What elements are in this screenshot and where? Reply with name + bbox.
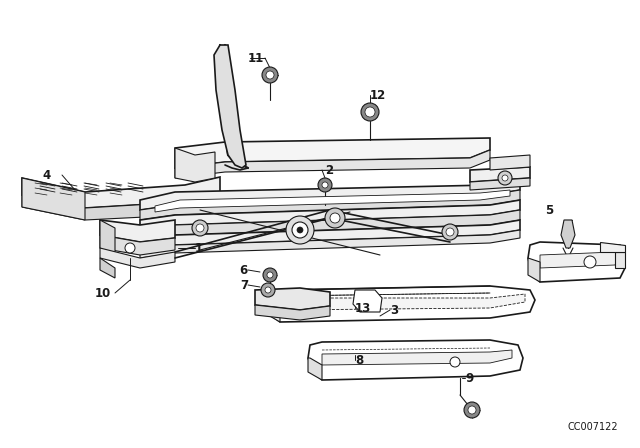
Polygon shape (470, 167, 530, 182)
Text: 8: 8 (355, 353, 364, 366)
Circle shape (266, 71, 274, 79)
Circle shape (446, 228, 454, 236)
Polygon shape (175, 148, 215, 182)
Polygon shape (214, 45, 246, 168)
Text: 9: 9 (465, 371, 473, 384)
Circle shape (584, 256, 596, 268)
Polygon shape (22, 177, 220, 208)
Text: 2: 2 (325, 164, 333, 177)
Circle shape (318, 178, 332, 192)
Polygon shape (100, 220, 175, 242)
Circle shape (196, 224, 204, 232)
Polygon shape (308, 340, 523, 380)
Polygon shape (561, 220, 575, 248)
Circle shape (464, 402, 480, 418)
Text: 7: 7 (240, 279, 248, 292)
Circle shape (442, 224, 458, 240)
Polygon shape (175, 138, 490, 168)
Text: 11: 11 (248, 52, 264, 65)
Circle shape (498, 171, 512, 185)
Circle shape (263, 268, 277, 282)
Polygon shape (615, 252, 625, 268)
Polygon shape (268, 290, 280, 322)
Text: 1: 1 (195, 241, 203, 254)
Polygon shape (140, 190, 520, 220)
Polygon shape (100, 235, 175, 255)
Circle shape (262, 67, 278, 83)
Polygon shape (140, 230, 520, 258)
Polygon shape (140, 180, 520, 210)
Polygon shape (353, 290, 382, 312)
Polygon shape (140, 200, 520, 230)
Circle shape (265, 287, 271, 293)
Polygon shape (600, 242, 625, 252)
Polygon shape (322, 350, 512, 365)
Text: 13: 13 (355, 302, 371, 314)
Polygon shape (100, 220, 115, 258)
Circle shape (286, 216, 314, 244)
Text: CC007122: CC007122 (568, 422, 618, 432)
Circle shape (468, 406, 476, 414)
Circle shape (330, 213, 340, 223)
Polygon shape (155, 190, 510, 212)
Circle shape (267, 272, 273, 278)
Circle shape (297, 227, 303, 233)
Polygon shape (100, 248, 175, 268)
Polygon shape (255, 305, 330, 320)
Circle shape (322, 182, 328, 188)
Polygon shape (528, 258, 540, 282)
Polygon shape (470, 178, 530, 190)
Polygon shape (280, 294, 525, 310)
Circle shape (502, 175, 508, 181)
Polygon shape (268, 286, 535, 322)
Polygon shape (140, 220, 520, 250)
Polygon shape (140, 210, 520, 240)
Polygon shape (22, 178, 85, 220)
Circle shape (292, 222, 308, 238)
Circle shape (261, 283, 275, 297)
Circle shape (192, 220, 208, 236)
Text: 4: 4 (42, 168, 51, 181)
Text: 5: 5 (545, 203, 553, 216)
Polygon shape (100, 258, 115, 278)
Polygon shape (490, 155, 530, 170)
Polygon shape (175, 150, 490, 178)
Circle shape (325, 208, 345, 228)
Text: 6: 6 (240, 263, 248, 276)
Polygon shape (528, 242, 625, 282)
Circle shape (361, 103, 379, 121)
Text: 10: 10 (95, 287, 111, 300)
Polygon shape (22, 193, 220, 220)
Text: 12: 12 (370, 89, 387, 102)
Circle shape (450, 357, 460, 367)
Circle shape (365, 107, 375, 117)
Polygon shape (308, 358, 322, 380)
Polygon shape (255, 288, 330, 310)
Polygon shape (540, 252, 618, 268)
Circle shape (125, 243, 135, 253)
Text: 3: 3 (390, 303, 398, 316)
